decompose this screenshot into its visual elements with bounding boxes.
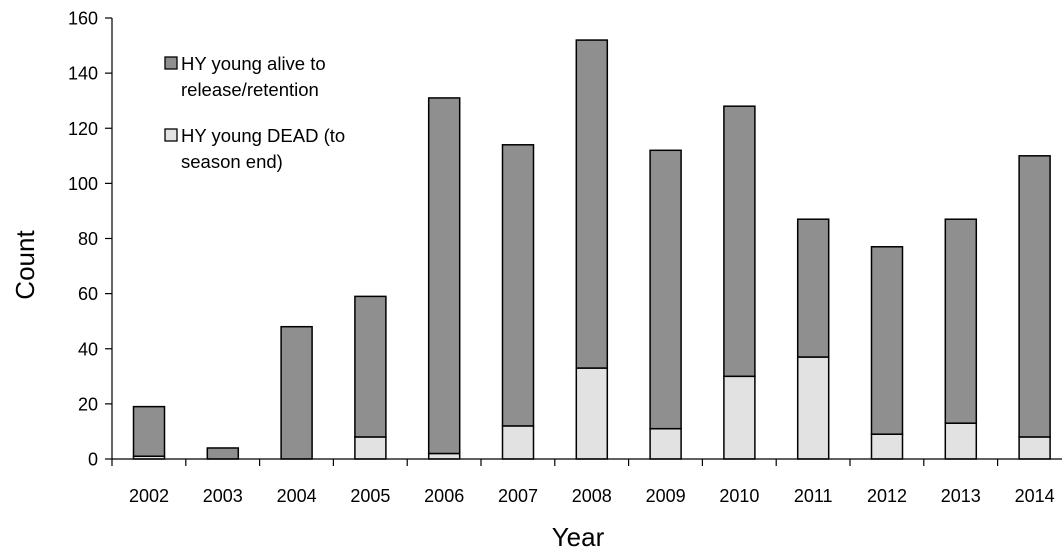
x-axis-title: Year (552, 522, 605, 550)
bar-alive-2012 (870, 246, 904, 435)
bar-dead-2009 (649, 427, 682, 460)
bar-alive-2006 (427, 97, 461, 455)
x-tick-label-2014: 2014 (1015, 486, 1055, 506)
y-tick-label-120: 120 (68, 119, 98, 139)
y-tick-label-80: 80 (78, 229, 98, 249)
x-tick-labels: 2002 2003 2004 2005 2006 2007 2008 2009 2010 2011… (129, 486, 1055, 506)
x-tick-label-2004: 2004 (277, 486, 317, 506)
y-tick-label-140: 140 (68, 64, 98, 84)
bar-dead-2014 (1018, 436, 1051, 460)
legend-swatch-alive (164, 56, 178, 70)
y-axis-title: Count (10, 230, 40, 300)
bar-alive-2005 (354, 295, 387, 438)
x-tick-label-2007: 2007 (498, 486, 538, 506)
legend-swatch-dead (164, 128, 178, 142)
bars-group (132, 39, 1051, 460)
bar-dead-2007 (501, 425, 535, 460)
bar-dead-2008 (575, 367, 609, 460)
y-tick-label-0: 0 (88, 450, 98, 470)
bar-alive-2013 (944, 218, 978, 424)
bar-dead-2011 (796, 356, 830, 460)
bar-alive-2002 (132, 405, 166, 457)
x-tick-label-2003: 2003 (203, 486, 243, 506)
bar-alive-2003 (206, 447, 240, 460)
legend-label-alive-line1: HY young alive to (181, 53, 326, 74)
bar-dead-2006 (427, 452, 461, 460)
bar-alive-2009 (649, 149, 682, 430)
bar-dead-2013 (944, 422, 978, 460)
x-tick-label-2009: 2009 (646, 486, 686, 506)
legend-label-alive-line2: release/retention (181, 79, 319, 100)
y-tick-label-100: 100 (68, 174, 98, 194)
x-tick-label-2008: 2008 (572, 486, 612, 506)
bar-alive-2010 (723, 105, 756, 378)
x-tick-label-2012: 2012 (867, 486, 907, 506)
x-tick-label-2010: 2010 (719, 486, 759, 506)
y-tick-labels: 0 20 40 60 80 100 120 140 160 (68, 9, 98, 470)
bar-alive-2014 (1018, 155, 1051, 438)
bar-dead-2012 (870, 433, 904, 460)
x-tick-label-2013: 2013 (941, 486, 981, 506)
bar-dead-2005 (354, 436, 387, 460)
legend: HY young alive to release/retention HY you… (164, 53, 345, 172)
bar-dead-2010 (723, 375, 756, 460)
bar-alive-2008 (575, 39, 609, 369)
bar-alive-2007 (501, 144, 535, 427)
y-tick-label-60: 60 (78, 284, 98, 304)
x-tick-label-2002: 2002 (129, 486, 169, 506)
legend-label-dead-line1: HY young DEAD (to (181, 125, 345, 146)
legend-label-dead-line2: season end) (181, 151, 283, 172)
axes-group (105, 17, 1062, 466)
bar-alive-2004 (280, 325, 313, 460)
y-tick-label-40: 40 (78, 339, 98, 359)
y-tick-label-160: 160 (68, 9, 98, 29)
x-tick-label-2011: 2011 (794, 486, 833, 506)
y-tick-label-20: 20 (78, 394, 98, 414)
x-tick-label-2005: 2005 (350, 486, 390, 506)
x-tick-label-2006: 2006 (424, 486, 464, 506)
bar-alive-2011 (796, 218, 830, 358)
